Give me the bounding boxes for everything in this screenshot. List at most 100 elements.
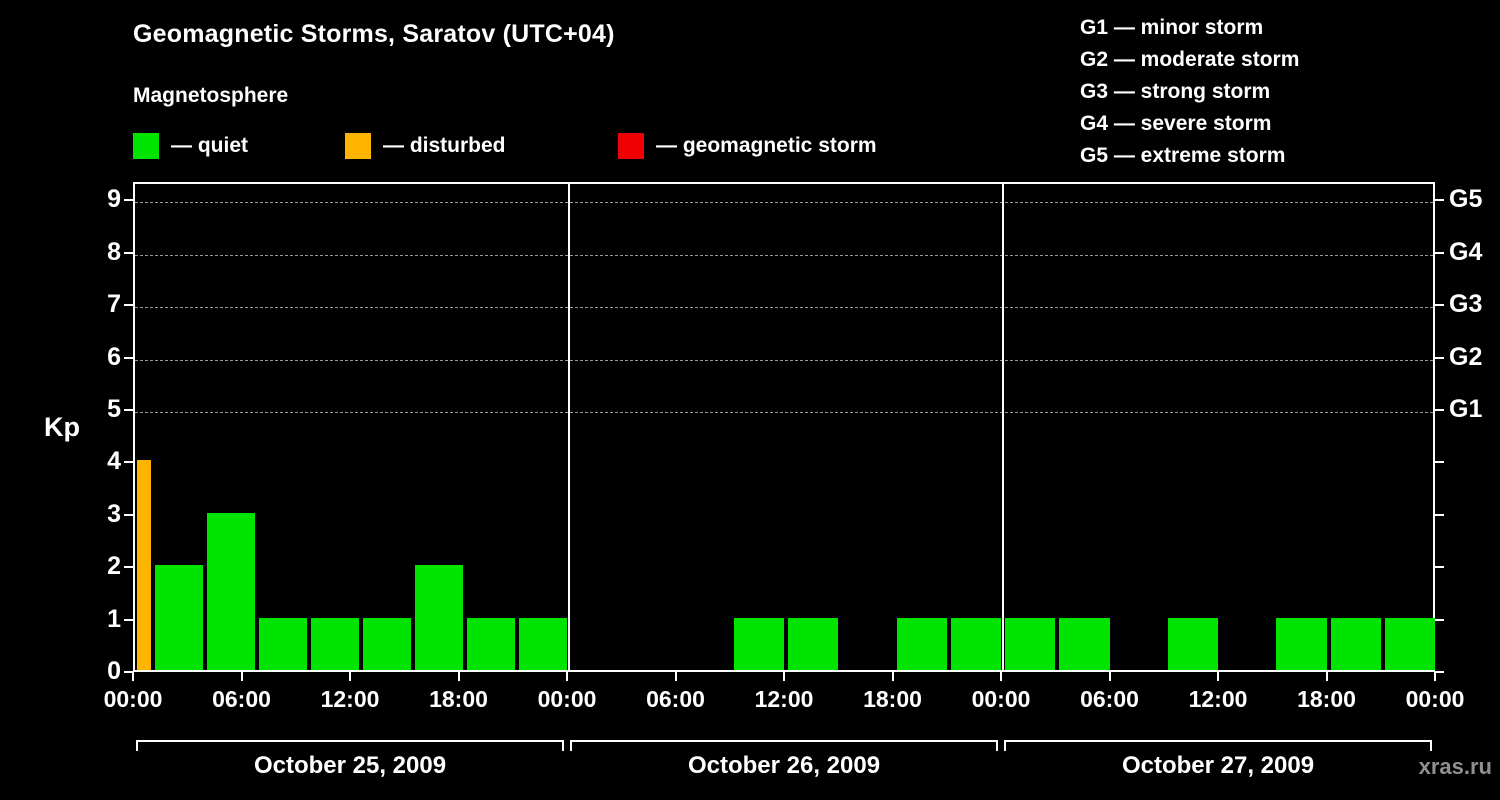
x-axis-tick-label: 06:00 [1080, 686, 1139, 712]
kp-bar [788, 617, 839, 670]
kp-bar [155, 565, 204, 670]
y-axis-tick [124, 461, 133, 464]
legend-item-storm: — geomagnetic storm [618, 132, 877, 160]
y-axis-tick-label: 5 [107, 395, 121, 423]
day-date-label: October 25, 2009 [253, 752, 447, 779]
chart-subtitle: Magnetosphere [133, 84, 289, 107]
storm-level-grid-line [135, 254, 1433, 256]
y-axis-tick [124, 513, 133, 516]
g-axis-label: G4 [1449, 237, 1483, 266]
day-date-label: October 26, 2009 [687, 752, 881, 779]
kp-bar [896, 617, 947, 670]
g-scale-legend: G1 — minor storm G2 — moderate storm G3 — … [1080, 12, 1299, 172]
y-axis-tick-label: 9 [107, 185, 121, 214]
x-axis-tick [1000, 672, 1002, 681]
legend-swatch-storm [618, 133, 644, 159]
day-separator-line [568, 184, 570, 670]
kp-bar [1167, 617, 1218, 670]
day-bracket-tick [1430, 740, 1432, 751]
legend-item-quiet: — quiet [133, 132, 248, 160]
y-axis-title: Kp [44, 412, 80, 442]
x-axis-tick [1325, 672, 1328, 681]
legend-item-disturbed: — disturbed [345, 132, 506, 160]
day-bracket-tick [562, 740, 564, 751]
x-axis-tick [674, 672, 677, 681]
day-bracket-tick [570, 740, 572, 751]
kp-bar [311, 617, 360, 670]
x-axis-tick-label: 00:00 [971, 686, 1031, 712]
right-axis-tick [1435, 671, 1444, 673]
g-axis-label: G5 [1449, 185, 1483, 214]
kp-status-legend: — quiet — disturbed — geomagnetic storm [133, 132, 1033, 162]
y-axis-tick-label: 6 [107, 342, 121, 371]
y-axis-tick [124, 356, 133, 359]
y-axis-tick [124, 304, 133, 307]
day-bracket-tick [136, 740, 138, 751]
right-axis-tick [1435, 461, 1444, 464]
x-axis-tick [132, 672, 134, 681]
right-axis-tick [1435, 304, 1444, 307]
y-axis-tick-label: 0 [107, 657, 121, 685]
x-axis-tick-label: 18:00 [429, 686, 488, 712]
kp-bar [137, 460, 152, 670]
x-axis-tick-label: 00:00 [1405, 686, 1465, 712]
y-axis-tick [124, 409, 133, 411]
kp-bar [415, 565, 463, 670]
kp-bar [950, 617, 1001, 670]
x-axis-tick [457, 672, 460, 681]
g-scale-legend-item: G2 — moderate storm [1080, 48, 1300, 71]
y-axis-tick [124, 618, 133, 621]
x-axis-tick-label: 12:00 [1188, 686, 1248, 712]
page-title: Geomagnetic Storms, Saratov (UTC+04) [133, 20, 615, 48]
x-axis-tick [566, 672, 568, 681]
x-axis-tick-label: 06:00 [646, 686, 705, 712]
legend-label: — geomagnetic storm [656, 134, 877, 157]
x-axis-tick-label: 12:00 [754, 686, 814, 712]
x-axis-tick [1217, 672, 1219, 681]
right-axis-tick [1435, 409, 1444, 411]
x-axis-tick [1108, 672, 1111, 681]
right-axis-tick [1435, 251, 1444, 254]
legend-swatch-disturbed [345, 133, 371, 159]
y-axis-tick-label: 8 [107, 237, 121, 266]
storm-level-grid-line [135, 359, 1433, 361]
g-scale-legend-item: G1 — minor storm [1080, 16, 1264, 39]
x-axis-tick-label: 18:00 [863, 686, 922, 712]
kp-bar [733, 617, 784, 670]
day-bracket [136, 740, 564, 742]
storm-level-grid-line [135, 202, 1433, 204]
y-axis-tick-label: 4 [107, 447, 121, 476]
y-axis-tick [124, 199, 133, 202]
watermark: xras.ru [1418, 754, 1492, 779]
g-axis-label: G1 [1449, 395, 1483, 423]
kp-bar [1059, 617, 1110, 670]
x-axis-tick-label: 00:00 [103, 686, 163, 712]
kp-bar [1276, 617, 1327, 670]
x-axis-tick-label: 06:00 [212, 686, 271, 712]
right-axis-tick [1435, 356, 1444, 359]
day-date-label: October 27, 2009 [1121, 752, 1315, 779]
y-axis-tick-label: 2 [107, 552, 121, 581]
kp-bar [1384, 617, 1435, 670]
day-bracket [570, 740, 998, 742]
y-axis-tick-label: 3 [107, 499, 121, 528]
x-axis-tick [783, 672, 785, 681]
kp-bar [1330, 617, 1381, 670]
x-axis-tick [349, 672, 351, 681]
x-axis-tick-label: 12:00 [320, 686, 380, 712]
legend-swatch-quiet [133, 133, 159, 159]
y-axis-tick [124, 251, 133, 254]
right-axis-tick [1435, 199, 1444, 202]
y-axis-tick [124, 671, 133, 673]
y-axis-tick-label: 7 [107, 290, 121, 319]
legend-label: — quiet [171, 134, 248, 157]
kp-bar [519, 617, 567, 670]
kp-chart-plot-area [133, 182, 1435, 672]
storm-level-grid-line [135, 307, 1433, 309]
day-bracket [1004, 740, 1432, 742]
right-axis-tick [1435, 513, 1444, 516]
day-separator-line [1002, 184, 1004, 670]
x-axis-tick-label: 18:00 [1297, 686, 1356, 712]
x-axis-tick [1434, 672, 1436, 681]
